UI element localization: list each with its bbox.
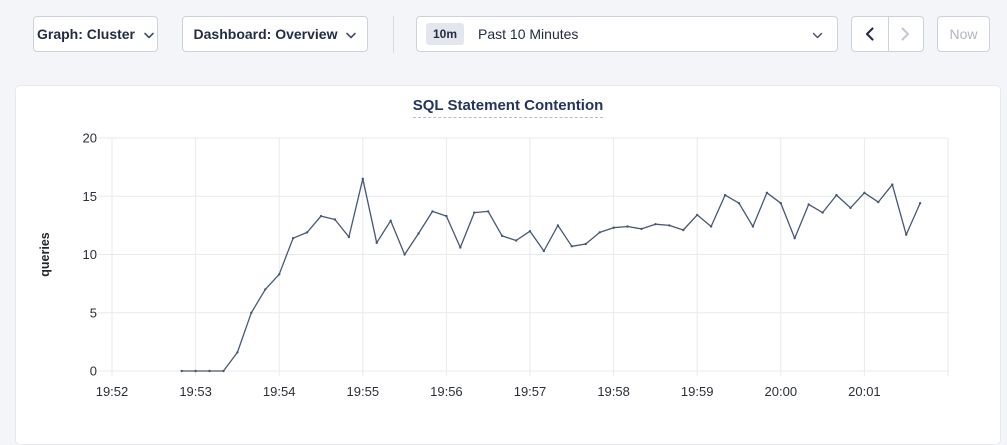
data-point	[751, 225, 755, 228]
time-shift-forward-button[interactable]	[887, 17, 924, 51]
time-shift-back-button[interactable]	[852, 17, 888, 51]
data-point	[375, 241, 378, 244]
time-range-label: Past 10 Minutes	[478, 26, 579, 42]
data-point	[556, 224, 560, 227]
y-tick-label: 15	[83, 189, 97, 204]
data-point	[305, 231, 309, 234]
data-point	[333, 218, 337, 221]
dashboard-dropdown-label: Dashboard: Overview	[193, 26, 338, 42]
dashboard-dropdown[interactable]: Dashboard: Overview	[182, 16, 368, 52]
data-point	[347, 235, 351, 239]
chevron-left-icon	[866, 27, 874, 41]
data-point	[612, 226, 615, 229]
x-tick-label: 19:58	[597, 384, 630, 399]
data-point	[264, 288, 267, 291]
data-point	[473, 211, 476, 214]
data-point	[431, 210, 434, 213]
data-point	[500, 234, 504, 238]
data-point	[640, 227, 643, 231]
data-point	[821, 211, 824, 214]
data-point	[236, 351, 239, 354]
data-point	[863, 191, 866, 194]
data-point	[570, 245, 573, 248]
data-point	[208, 369, 211, 373]
data-point	[696, 213, 699, 217]
data-point	[222, 369, 225, 373]
graph-dropdown[interactable]: Graph: Cluster	[33, 16, 158, 52]
data-point	[849, 206, 852, 210]
data-point	[278, 273, 281, 276]
chart-title[interactable]: SQL Statement Contention	[412, 97, 604, 118]
chevron-down-icon	[812, 32, 823, 38]
data-point	[180, 369, 183, 373]
data-point	[626, 225, 629, 228]
data-point	[905, 233, 908, 236]
data-point	[584, 242, 587, 246]
data-point	[487, 210, 490, 213]
x-tick-label: 19:59	[681, 384, 714, 399]
data-point	[361, 177, 364, 180]
now-button[interactable]: Now	[937, 16, 990, 52]
data-point	[459, 246, 462, 249]
data-point	[793, 237, 796, 240]
y-tick-label: 0	[90, 364, 97, 379]
toolbar-divider	[393, 16, 394, 53]
x-tick-label: 19:52	[96, 384, 129, 399]
chevron-right-icon	[901, 27, 910, 41]
y-tick-label: 10	[83, 247, 97, 262]
data-point	[250, 311, 253, 314]
time-range-badge: 10m	[426, 23, 465, 45]
chart-line	[181, 178, 921, 372]
data-point	[194, 369, 197, 373]
chart-canvas[interactable]: 0 5 10 15 20 19:52 19:53 19:54 19:55 19:56 19:57 19…	[0, 0, 1007, 432]
chart-card: SQL Statement Contention	[15, 85, 1001, 445]
data-point	[835, 193, 838, 197]
chevron-down-icon	[144, 32, 154, 38]
time-shift-controls	[851, 16, 924, 52]
chevron-down-icon	[346, 32, 357, 38]
data-point	[389, 219, 392, 222]
x-tick-label: 19:55	[347, 384, 380, 399]
data-point	[291, 237, 295, 240]
x-tick-label: 19:56	[430, 384, 463, 399]
data-point	[598, 231, 601, 234]
data-point	[765, 191, 769, 194]
data-point	[918, 202, 922, 205]
y-tick-label: 20	[83, 131, 97, 146]
x-tick-label: 20:00	[765, 384, 798, 399]
data-point	[668, 224, 671, 227]
graph-dropdown-label: Graph: Cluster	[36, 26, 135, 42]
x-tick-label: 19:53	[179, 384, 212, 399]
data-point	[723, 193, 727, 197]
y-axis-label: queries	[38, 232, 52, 277]
data-point	[445, 214, 448, 218]
data-point	[737, 202, 741, 205]
y-tick-label: 5	[90, 305, 97, 320]
data-point	[877, 200, 880, 204]
data-point	[709, 225, 713, 228]
x-tick-label: 19:57	[514, 384, 547, 399]
data-point	[654, 223, 657, 226]
data-point	[779, 202, 782, 205]
data-point	[682, 228, 685, 232]
data-point	[514, 239, 518, 242]
data-point	[319, 214, 323, 218]
chart-header: SQL Statement Contention	[16, 86, 1000, 118]
data-point	[403, 253, 406, 256]
x-tick-label: 19:54	[263, 384, 296, 399]
data-point	[807, 203, 810, 206]
time-range-dropdown[interactable]: 10m Past 10 Minutes	[416, 16, 838, 52]
data-point	[542, 249, 546, 253]
data-point	[417, 232, 420, 235]
data-point	[891, 183, 894, 186]
data-point	[528, 230, 532, 233]
x-tick-label: 20:01	[848, 384, 881, 399]
